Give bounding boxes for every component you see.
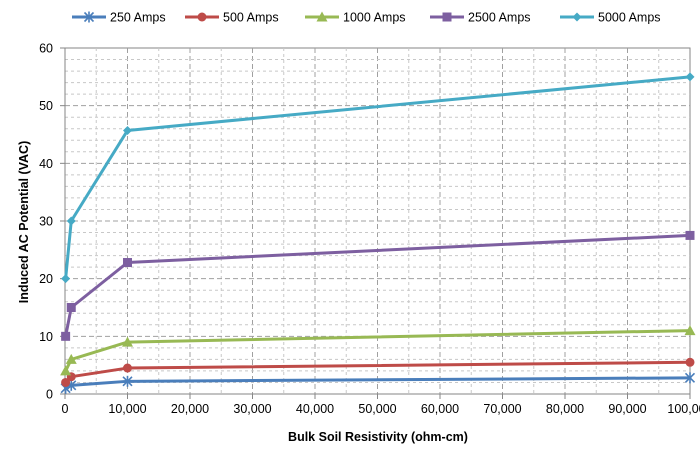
legend-item: 250 Amps [72, 11, 166, 25]
data-point [65, 353, 77, 364]
y-tick-label: 50 [39, 99, 53, 113]
gridlines [65, 48, 690, 394]
y-tick-label: 10 [39, 330, 53, 344]
x-tick-label: 10,000 [108, 402, 146, 416]
x-tick-label: 40,000 [296, 402, 334, 416]
y-axis-label: Induced AC Potential (VAC) [17, 141, 31, 304]
series-line [64, 376, 692, 390]
data-point [684, 372, 696, 384]
series-2500-amps [61, 230, 695, 341]
x-tick-label: 60,000 [421, 402, 459, 416]
y-axis-ticks: 0 10 20 30 40 50 60 [39, 42, 65, 402]
legend-item: 2500 Amps [430, 11, 531, 25]
x-axis-label: Bulk Soil Resistivity (ohm-cm) [288, 430, 468, 444]
legend-label: 250 Amps [110, 11, 166, 25]
legend-marker [83, 11, 95, 23]
data-point [685, 230, 695, 240]
y-tick-label: 0 [46, 388, 53, 402]
y-tick-label: 40 [39, 157, 53, 171]
data-point [122, 375, 133, 387]
x-tick-label: 70,000 [483, 402, 521, 416]
data-point [60, 365, 72, 376]
data-point [123, 258, 132, 268]
data-point [66, 303, 76, 312]
legend-label: 2500 Amps [468, 11, 531, 25]
legend-marker [442, 12, 452, 22]
x-tick-label: 80,000 [546, 402, 584, 416]
data-point [61, 274, 71, 284]
data-point [61, 377, 71, 387]
series-line [64, 329, 692, 373]
series-line [64, 233, 692, 338]
x-axis-ticks: 0 10,000 20,000 30,000 40,000 50,000 60,000 70,… [62, 394, 700, 416]
legend-label: 5000 Amps [598, 11, 661, 25]
data-point [685, 72, 695, 82]
series-250-amps [60, 372, 696, 394]
y-tick-label: 60 [39, 42, 53, 56]
legend-item: 1000 Amps [305, 11, 406, 25]
legend-marker [572, 12, 582, 22]
series-line [64, 75, 692, 281]
legend-item: 5000 Amps [560, 11, 661, 25]
data-point [66, 216, 76, 226]
legend-marker [197, 12, 207, 22]
x-tick-label: 30,000 [233, 402, 271, 416]
chart-legend: 250 Amps 500 Amps 1000 Amps 2500 Amps 5000 A… [72, 11, 661, 25]
data-point [123, 125, 132, 135]
x-tick-label: 50,000 [358, 402, 396, 416]
data-point [122, 336, 133, 347]
legend-marker [316, 11, 328, 22]
series-1000-amps [60, 325, 696, 376]
legend-item: 500 Amps [185, 11, 279, 25]
x-tick-label: 20,000 [171, 402, 209, 416]
legend-label: 500 Amps [223, 11, 279, 25]
data-point [123, 363, 132, 373]
x-tick-label: 100,000 [667, 402, 700, 416]
data-point [685, 357, 695, 367]
series-5000-amps [61, 72, 695, 284]
series-group [60, 72, 696, 394]
y-tick-label: 20 [39, 272, 53, 286]
data-point [61, 331, 71, 341]
y-tick-label: 30 [39, 215, 53, 229]
x-tick-label: 90,000 [608, 402, 646, 416]
data-point [684, 325, 696, 336]
x-tick-label: 0 [62, 402, 69, 416]
legend-label: 1000 Amps [343, 11, 406, 25]
